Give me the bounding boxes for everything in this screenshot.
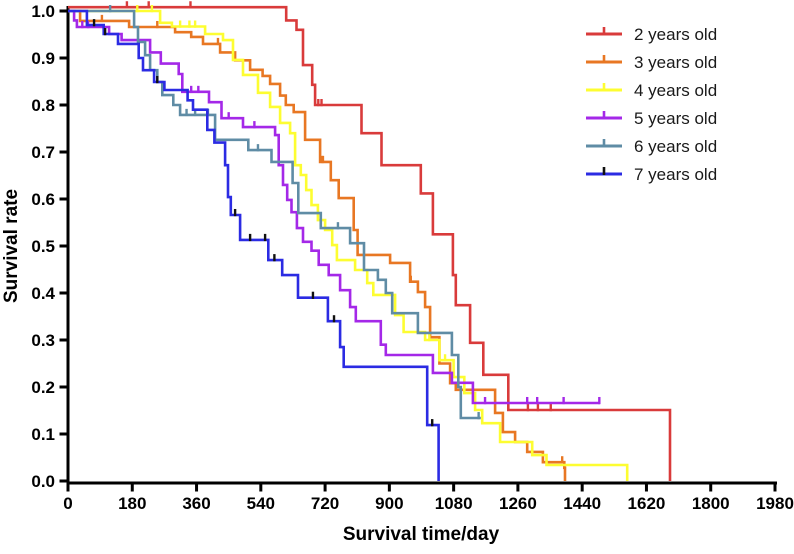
- x-tick-label: 540: [247, 494, 275, 513]
- survival-curves: [68, 1, 672, 481]
- survival-curve: [68, 5, 672, 481]
- x-tick-label: 0: [63, 494, 72, 513]
- survival-curve: [68, 9, 629, 481]
- legend-item-2-years-old: 2 years old: [586, 25, 717, 44]
- legend-label: 7 years old: [634, 165, 717, 184]
- tick-labels: 0.0 0.1 0.2 0.3 0.4 0.5 0.6 0.7 0.8 0.9 1.0 0 180 360…: [31, 2, 794, 513]
- legend-label: 2 years old: [634, 25, 717, 44]
- y-tick-label: 0.6: [31, 190, 55, 209]
- survival-curve: [68, 9, 567, 481]
- x-tick-label: 180: [118, 494, 146, 513]
- x-tick-label: 1260: [499, 494, 537, 513]
- x-tick-label: 1980: [756, 494, 794, 513]
- series-4-years-old: [68, 5, 629, 481]
- x-tick-label: 900: [375, 494, 403, 513]
- x-tick-label: 720: [311, 494, 339, 513]
- y-tick-label: 1.0: [31, 2, 55, 21]
- survival-curve: [68, 9, 440, 481]
- y-tick-label: 0.5: [31, 237, 55, 256]
- legend-label: 4 years old: [634, 81, 717, 100]
- y-tick-label: 0.4: [31, 284, 55, 303]
- y-tick-label: 0.0: [31, 472, 55, 491]
- y-tick-label: 0.1: [31, 425, 55, 444]
- y-tick-label: 0.2: [31, 378, 55, 397]
- series-2-years-old: [68, 1, 672, 481]
- y-tick-label: 0.9: [31, 49, 55, 68]
- y-tick-label: 0.3: [31, 331, 55, 350]
- x-tick-label: 1620: [628, 494, 666, 513]
- legend-item-4-years-old: 4 years old: [586, 81, 717, 100]
- legend-label: 3 years old: [634, 53, 717, 72]
- x-axis-title: Survival time/day: [343, 524, 500, 545]
- legend-item-7-years-old: 7 years old: [586, 165, 717, 184]
- survival-curve: [68, 9, 600, 405]
- x-tick-label: 1800: [692, 494, 730, 513]
- legend-label: 5 years old: [634, 109, 717, 128]
- axes: [59, 6, 777, 492]
- survival-curve: [68, 9, 481, 420]
- series-5-years-old: [68, 9, 601, 405]
- legend: 2 years old 3 years old 4 years old 5 years…: [586, 25, 717, 184]
- legend-item-3-years-old: 3 years old: [586, 53, 717, 72]
- x-tick-label: 1440: [563, 494, 601, 513]
- legend-label: 6 years old: [634, 137, 717, 156]
- x-tick-label: 360: [182, 494, 210, 513]
- y-axis-title: Survival rate: [1, 189, 22, 303]
- series-6-years-old: [68, 5, 481, 420]
- y-tick-label: 0.7: [31, 143, 55, 162]
- y-tick-label: 0.8: [31, 96, 55, 115]
- x-tick-label: 1080: [435, 494, 473, 513]
- series-7-years-old: [68, 9, 440, 481]
- series-3-years-old: [68, 9, 567, 481]
- legend-item-6-years-old: 6 years old: [586, 137, 717, 156]
- legend-item-5-years-old: 5 years old: [586, 109, 717, 128]
